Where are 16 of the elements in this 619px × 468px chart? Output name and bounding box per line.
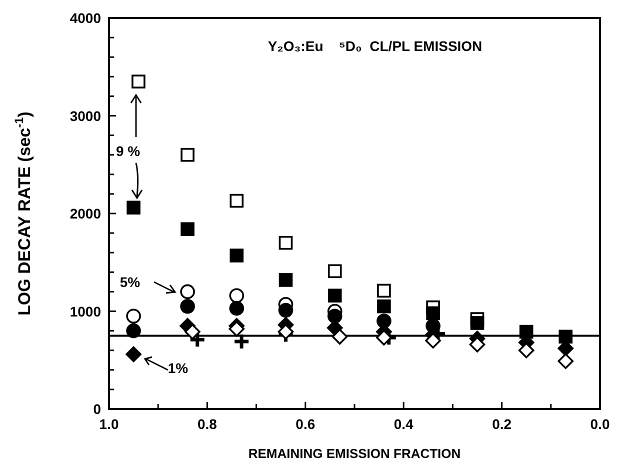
annotation: 9 % bbox=[116, 143, 141, 159]
y-tick-label: 2000 bbox=[70, 206, 102, 222]
x-axis-title: REMAINING EMISSION FRACTION bbox=[248, 446, 461, 461]
x-tick-label: 0.4 bbox=[394, 416, 414, 432]
x-tick-label: 0.8 bbox=[197, 416, 218, 432]
annotation: 1% bbox=[168, 360, 189, 376]
annotation: 5% bbox=[120, 274, 141, 290]
y-tick-label: 3000 bbox=[70, 108, 102, 124]
y-tick-label: 0 bbox=[93, 401, 102, 417]
x-tick-label: 0.2 bbox=[492, 416, 512, 432]
y-tick-label: 4000 bbox=[70, 10, 102, 26]
y-tick-label: 1000 bbox=[70, 303, 102, 320]
x-tick-label: 0.6 bbox=[296, 416, 316, 432]
text: Y₂O₃:Eu ⁵D₀ CL/PL EMISSION bbox=[268, 38, 482, 54]
x-tick-label: 1.0 bbox=[99, 416, 119, 432]
x-tick-label: 0.0 bbox=[590, 416, 610, 432]
